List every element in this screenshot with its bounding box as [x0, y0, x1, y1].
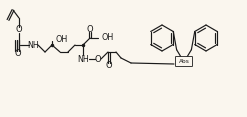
- Text: O: O: [106, 62, 112, 71]
- Text: OH: OH: [55, 35, 67, 44]
- Text: Abs: Abs: [179, 59, 189, 64]
- FancyBboxPatch shape: [176, 57, 192, 66]
- Text: NH: NH: [77, 55, 89, 64]
- Text: O: O: [87, 24, 93, 33]
- Text: O: O: [16, 26, 22, 35]
- Text: O: O: [15, 49, 21, 58]
- Text: OH: OH: [101, 33, 113, 42]
- Text: NH: NH: [27, 40, 39, 49]
- Text: O: O: [95, 55, 101, 64]
